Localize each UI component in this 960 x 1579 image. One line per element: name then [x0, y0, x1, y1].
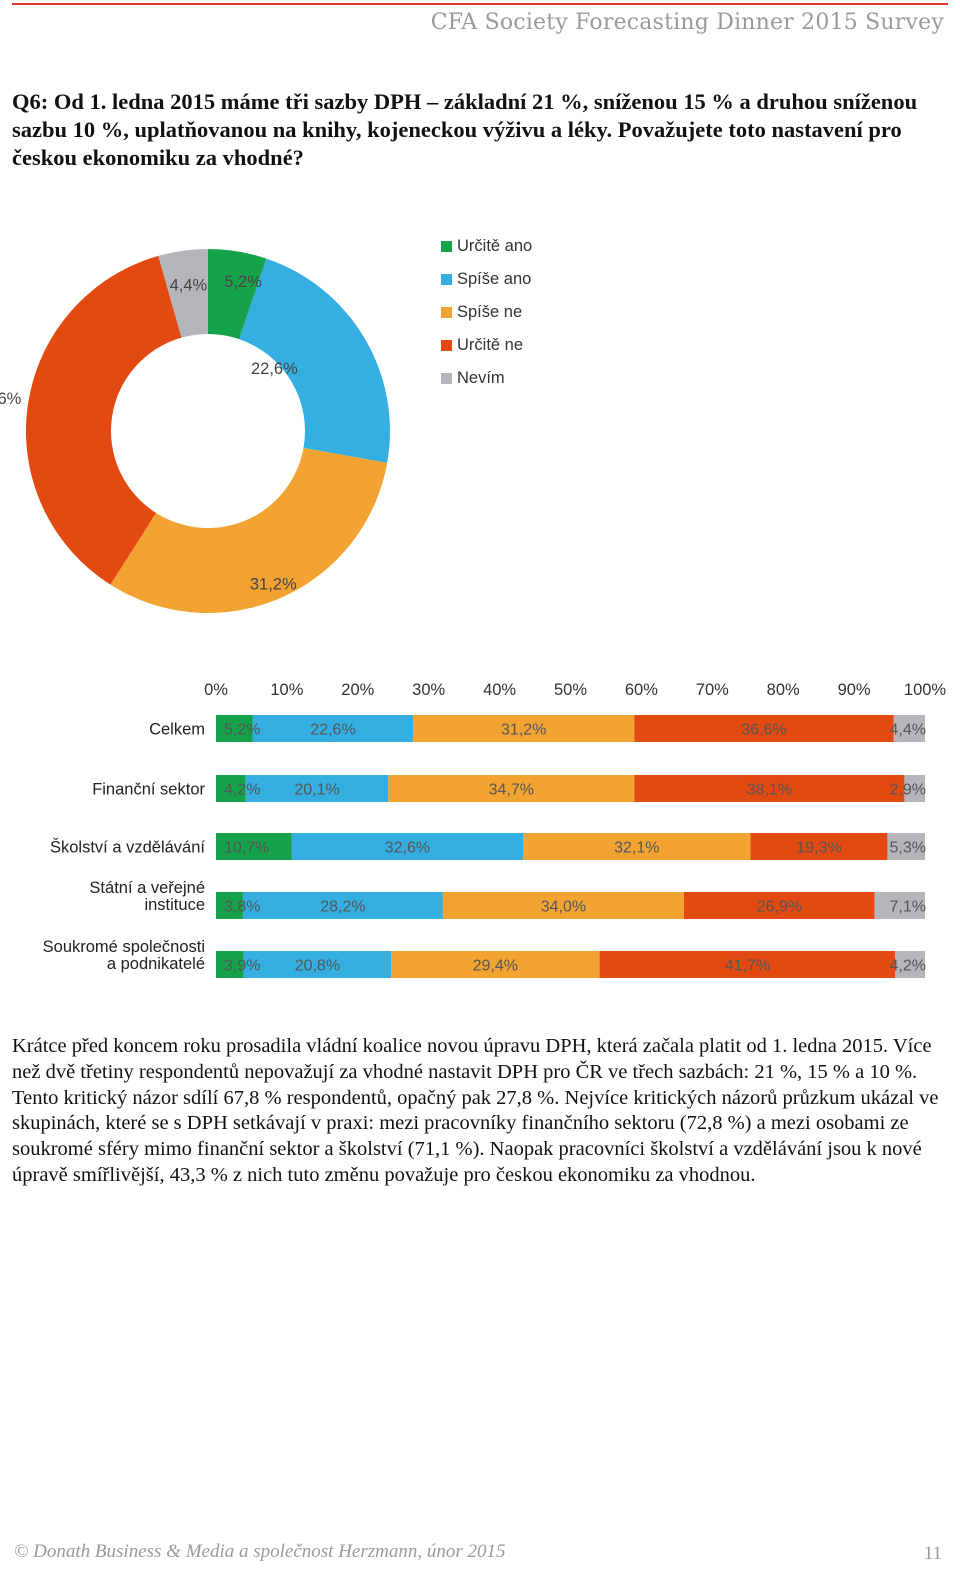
- bar-label-spise-ano: 28,2%: [320, 899, 365, 916]
- body-paragraph: Krátce před koncem roku prosadila vládní…: [12, 1035, 939, 1186]
- bar-label-urcite-ne: 38,1%: [747, 782, 792, 799]
- x-tick-label: 50%: [554, 681, 587, 699]
- bar-segment-urcite-ne: [750, 833, 888, 860]
- legend-label-spise-ne: Spíše ne: [457, 303, 522, 321]
- legend-swatch-spise-ne: [441, 307, 452, 318]
- bar-segment-spise-ano: [252, 715, 414, 742]
- legend-swatch-urcite-ano: [441, 241, 452, 252]
- donut-slice-spise-ano: [239, 258, 390, 463]
- bar-segment-spise-ne: [442, 892, 684, 919]
- bar-label-spise-ano: 22,6%: [310, 722, 355, 739]
- donut-slice-urcite-ne: [26, 255, 182, 585]
- bar-segment-nevim: [874, 892, 925, 919]
- bar-label-spise-ano: 20,1%: [294, 782, 339, 799]
- bar-segment-spise-ne: [391, 951, 600, 978]
- x-tick-label: 80%: [767, 681, 800, 699]
- x-tick-label: 70%: [696, 681, 729, 699]
- x-tick-label: 20%: [341, 681, 374, 699]
- bar-label-urcite-ano: 3,9%: [224, 958, 260, 975]
- bar-segment-nevim: [887, 833, 925, 860]
- bar-segment-urcite-ano: [216, 833, 292, 860]
- page-number: 11: [923, 1543, 942, 1564]
- bar-label-nevim: 7,1%: [890, 899, 926, 916]
- bar-segment-spise-ano: [243, 951, 392, 978]
- bar-label-nevim: 4,2%: [890, 958, 926, 975]
- footer-copyright: © Donath Business & Media a společnost H…: [14, 1541, 506, 1562]
- x-tick-label: 60%: [625, 681, 658, 699]
- bar-label-urcite-ne: 19,3%: [796, 840, 841, 857]
- bar-segment-spise-ano: [291, 833, 523, 860]
- bar-label-nevim: 2,9%: [890, 782, 926, 799]
- bar-label-nevim: 5,3%: [890, 840, 926, 857]
- bar-segment-nevim: [895, 951, 925, 978]
- x-tick-label: 30%: [412, 681, 445, 699]
- bar-segment-spise-ne: [522, 833, 751, 860]
- legend-label-urcite-ne: Určitě ne: [457, 336, 523, 354]
- donut-label-nevim: 4,4%: [170, 276, 208, 294]
- legend-swatch-urcite-ne: [441, 340, 452, 351]
- bar-segment-urcite-ne: [634, 775, 905, 802]
- bar-label-urcite-ano: 3,8%: [224, 899, 260, 916]
- bar-label-spise-ne: 34,0%: [541, 899, 586, 916]
- donut-label-spise-ne: 31,2%: [250, 575, 297, 593]
- bar-segment-urcite-ne: [634, 715, 894, 742]
- category-label: instituce: [144, 896, 205, 914]
- bar-segment-urcite-ano: [216, 892, 243, 919]
- bar-label-spise-ne: 31,2%: [501, 722, 546, 739]
- category-label: Celkem: [149, 721, 205, 739]
- bar-label-urcite-ne: 41,7%: [725, 958, 770, 975]
- bar-label-urcite-ano: 4,2%: [224, 782, 260, 799]
- category-label: Soukromé společnosti: [43, 938, 205, 956]
- bar-label-spise-ne: 29,4%: [473, 958, 518, 975]
- donut-slice-urcite-ano: [208, 249, 267, 340]
- x-tick-label: 0%: [204, 681, 228, 699]
- question-text: Q6: Od 1. ledna 2015 máme tři sazby DPH …: [12, 89, 918, 170]
- bar-label-urcite-ano: 10,7%: [224, 840, 269, 857]
- bar-label-urcite-ne: 36,6%: [741, 722, 786, 739]
- x-tick-label: 100%: [904, 681, 947, 699]
- bar-label-urcite-ano: 5,2%: [224, 722, 260, 739]
- charts-canvas: 5,2% 22,6% 31,2% 36,6% 4,4% Určitě ano Spíše a…: [0, 237, 947, 978]
- bar-segment-spise-ano: [245, 775, 389, 802]
- bar-segment-urcite-ne: [599, 951, 896, 978]
- bar-segment-spise-ne: [413, 715, 635, 742]
- donut-label-urcite-ne: 36,6%: [0, 390, 22, 408]
- category-label: Finanční sektor: [92, 781, 205, 799]
- donut-label-spise-ano: 22,6%: [251, 360, 298, 378]
- bar-label-nevim: 4,4%: [890, 722, 926, 739]
- header-rule: [12, 3, 948, 5]
- x-tick-label: 90%: [838, 681, 871, 699]
- header-title: CFA Society Forecasting Dinner 2015 Surv…: [430, 10, 944, 35]
- x-tick-label: 10%: [270, 681, 303, 699]
- category-label: Státní a veřejné: [89, 879, 205, 897]
- donut-slice-spise-ne: [110, 447, 388, 613]
- legend-label-spise-ano: Spíše ano: [457, 270, 531, 288]
- bar-segment-urcite-ano: [216, 715, 253, 742]
- bar-label-spise-ne: 34,7%: [489, 782, 534, 799]
- bar-segment-urcite-ne: [683, 892, 875, 919]
- legend-swatch-nevim: [441, 373, 452, 384]
- category-label: Školství a vzdělávání: [50, 838, 205, 857]
- bar-label-spise-ano: 20,8%: [295, 958, 340, 975]
- bar-segment-spise-ne: [388, 775, 635, 802]
- bar-segment-urcite-ano: [216, 775, 246, 802]
- legend-label-nevim: Nevím: [457, 369, 505, 387]
- legend-swatch-spise-ano: [441, 274, 452, 285]
- legend-label-urcite-ano: Určitě ano: [457, 237, 532, 255]
- x-tick-label: 40%: [483, 681, 516, 699]
- donut-label-urcite-ano: 5,2%: [224, 273, 262, 291]
- bar-label-spise-ne: 32,1%: [614, 840, 659, 857]
- bar-segment-nevim: [904, 775, 925, 802]
- bar-segment-spise-ano: [242, 892, 443, 919]
- bar-segment-nevim: [893, 715, 925, 742]
- bar-label-urcite-ne: 26,9%: [757, 899, 802, 916]
- category-label: a podnikatelé: [107, 955, 205, 973]
- bar-segment-urcite-ano: [216, 951, 244, 978]
- bar-label-spise-ano: 32,6%: [385, 840, 430, 857]
- donut-slice-nevim: [158, 249, 208, 338]
